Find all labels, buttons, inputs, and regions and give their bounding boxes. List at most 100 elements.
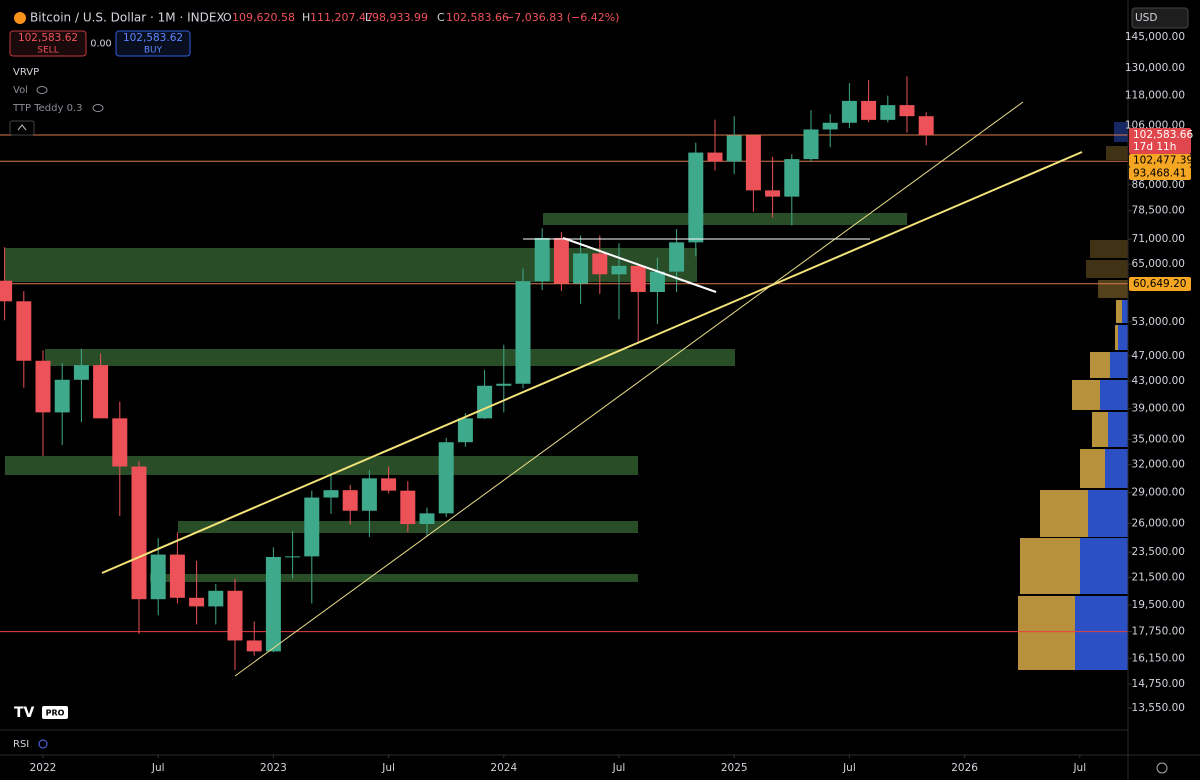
y-tick-label: 21,500.00 bbox=[1132, 571, 1185, 583]
eye-icon[interactable] bbox=[92, 104, 104, 112]
coin-icon bbox=[14, 12, 26, 24]
candle-body bbox=[457, 418, 473, 443]
price-lines bbox=[0, 134, 1128, 633]
candle-body bbox=[361, 478, 377, 511]
candles bbox=[0, 76, 934, 670]
y-tick-label: 43,000.00 bbox=[1132, 375, 1185, 387]
x-tick-label: 2026 bbox=[951, 762, 978, 774]
candle-body bbox=[803, 129, 819, 160]
candle-body bbox=[169, 554, 185, 598]
logo-text: PRO bbox=[46, 709, 65, 718]
y-tick-label: 14,750.00 bbox=[1132, 678, 1185, 690]
candle-body bbox=[112, 418, 128, 467]
candle-body bbox=[208, 590, 224, 607]
volume-profile bbox=[1018, 122, 1128, 670]
ohlc-value: 102,583.66 bbox=[446, 11, 509, 24]
candle-body bbox=[534, 237, 550, 282]
y-tick-label: 23,500.00 bbox=[1132, 546, 1185, 558]
currency-button[interactable] bbox=[1131, 7, 1189, 29]
candle-body bbox=[611, 265, 627, 275]
y-tick-label: 106,000.00 bbox=[1125, 120, 1185, 132]
candle-body bbox=[381, 478, 397, 491]
candle-body bbox=[496, 383, 512, 386]
y-tick-label: 19,500.00 bbox=[1132, 599, 1185, 611]
candle-body bbox=[784, 159, 800, 197]
candle-body bbox=[16, 301, 32, 361]
candle-body bbox=[649, 271, 665, 293]
eye-icon[interactable] bbox=[36, 86, 48, 94]
sell-price: 102,583.62 bbox=[18, 32, 78, 44]
candle-body bbox=[150, 554, 166, 600]
indicator[interactable]: VRVP bbox=[13, 67, 39, 78]
x-tick-label: Jul bbox=[151, 762, 165, 774]
collapse-button[interactable] bbox=[9, 120, 35, 136]
candle-body bbox=[515, 281, 531, 384]
candle-body bbox=[438, 442, 454, 514]
candle-body bbox=[841, 100, 857, 123]
y-tick-label: 145,000.00 bbox=[1125, 31, 1185, 43]
y-tick-label: 17,750.00 bbox=[1132, 626, 1185, 638]
candle-body bbox=[899, 105, 915, 117]
settings-icon[interactable] bbox=[1156, 762, 1168, 774]
candle-body bbox=[918, 116, 934, 135]
ohlc-label: L bbox=[365, 11, 372, 24]
indicator[interactable]: Vol bbox=[13, 85, 28, 96]
pane-icon[interactable] bbox=[38, 739, 48, 749]
price-badge-text: 60,649.20 bbox=[1133, 278, 1186, 290]
y-tick-label: 130,000.00 bbox=[1125, 62, 1185, 74]
ohlc-change: −7,036.83 (−6.42%) bbox=[505, 11, 619, 24]
candle-body bbox=[189, 597, 205, 607]
chevron bbox=[17, 124, 27, 131]
candle-body bbox=[400, 490, 416, 525]
y-tick-label: 35,000.00 bbox=[1132, 433, 1185, 445]
candle-body bbox=[477, 385, 493, 419]
y-tick-label: 86,000.00 bbox=[1132, 179, 1185, 191]
currency: USD bbox=[1135, 12, 1157, 24]
y-tick-label: 16,150.00 bbox=[1132, 652, 1185, 664]
x-tick-label: 2025 bbox=[721, 762, 748, 774]
candle-body bbox=[35, 360, 51, 413]
candle-body bbox=[323, 490, 339, 498]
x-tick-label: 2022 bbox=[30, 762, 57, 774]
y-tick-label: 26,000.00 bbox=[1132, 518, 1185, 530]
spread: 0.00 bbox=[90, 39, 111, 50]
pane-label[interactable]: RSI bbox=[13, 739, 29, 750]
y-tick-label: 13,550.00 bbox=[1132, 702, 1185, 714]
buy-label: BUY bbox=[144, 46, 163, 56]
y-tick-label: 29,000.00 bbox=[1132, 487, 1185, 499]
price-badge bbox=[1129, 277, 1191, 291]
candle-body bbox=[93, 365, 109, 419]
sell-button[interactable] bbox=[9, 30, 87, 57]
ohlc-value: 98,933.99 bbox=[372, 11, 428, 24]
price-badge-text: 102,477.39 bbox=[1133, 155, 1193, 167]
ohlc-value: 111,207.47 bbox=[310, 11, 373, 24]
y-tick-label: 65,000.00 bbox=[1132, 258, 1185, 270]
x-tick-label: Jul bbox=[1072, 762, 1086, 774]
candle-body bbox=[265, 556, 281, 652]
y-tick-label: 39,000.00 bbox=[1132, 403, 1185, 415]
zone bbox=[543, 213, 907, 225]
y-tick-label: 78,500.00 bbox=[1132, 205, 1185, 217]
buy-button[interactable] bbox=[115, 30, 191, 57]
price-badge-text: 102,583.66 bbox=[1133, 129, 1193, 141]
candle-body bbox=[285, 556, 301, 558]
drawings bbox=[101, 101, 1083, 677]
candle-body bbox=[54, 379, 70, 413]
candle-body bbox=[0, 280, 13, 302]
x-tick-label: 2024 bbox=[490, 762, 517, 774]
candle-body bbox=[630, 265, 646, 293]
y-tick-label: 118,000.00 bbox=[1125, 89, 1185, 101]
zone bbox=[150, 574, 638, 582]
indicator[interactable]: TTP Teddy 0.3 bbox=[12, 103, 83, 114]
y-tick-label: 32,000.00 bbox=[1132, 459, 1185, 471]
zone bbox=[5, 456, 638, 475]
ohlc-label: C bbox=[437, 11, 445, 24]
buy-price: 102,583.62 bbox=[123, 32, 183, 44]
countdown: 17d 11h bbox=[1133, 141, 1176, 153]
trend-line bbox=[234, 101, 1024, 677]
logo-badge bbox=[42, 706, 68, 719]
trend-line bbox=[562, 237, 717, 293]
candle-body bbox=[553, 237, 569, 284]
candle-body bbox=[246, 640, 262, 652]
